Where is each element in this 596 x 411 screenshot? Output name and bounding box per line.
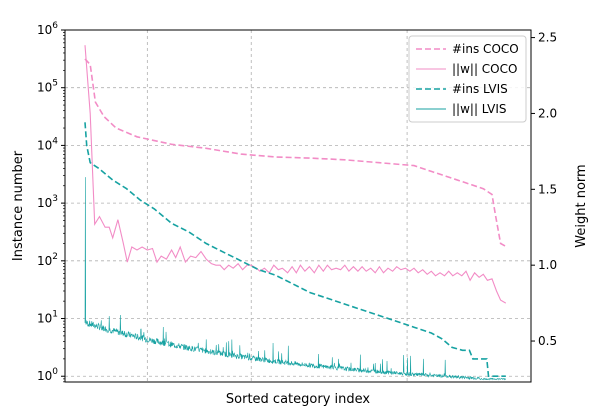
- right-tick-label: 1.5: [538, 182, 557, 196]
- legend-box: [408, 35, 527, 123]
- left-axis-ticks: 100 101 102 103 104 105 106: [37, 21, 65, 383]
- legend-label: ||w|| LVIS: [452, 102, 507, 116]
- right-axis-label: Weight norm: [574, 164, 589, 247]
- left-tick-label: 106: [37, 21, 58, 37]
- left-tick-label: 101: [37, 310, 58, 326]
- x-axis-label: Sorted category index: [226, 392, 370, 407]
- legend-label: ||w|| COCO: [452, 62, 517, 76]
- gridlines: [65, 29, 531, 382]
- left-tick-label: 103: [37, 194, 58, 210]
- right-tick-label: 2.0: [538, 106, 557, 120]
- series-line-noisy: [84, 177, 507, 381]
- series-line: [84, 45, 507, 304]
- left-tick-label: 104: [37, 136, 58, 152]
- left-tick-label: 100: [37, 367, 58, 383]
- series-group: [84, 45, 507, 381]
- right-tick-label: 2.5: [538, 31, 557, 45]
- left-axis-label: Instance number: [11, 150, 26, 261]
- right-tick-label: 0.5: [538, 334, 557, 348]
- left-tick-label: 102: [37, 252, 58, 268]
- legend-label: #ins LVIS: [452, 82, 508, 96]
- legend-label: #ins COCO: [452, 42, 519, 56]
- left-tick-label: 105: [37, 79, 58, 95]
- series-line: [84, 58, 507, 248]
- legend: #ins COCO ||w|| COCO #ins LVIS ||w|| LVIS: [408, 35, 527, 123]
- series-line: [84, 122, 506, 377]
- right-axis-ticks: 0.5 1.0 1.5 2.0 2.5: [531, 31, 557, 348]
- right-tick-label: 1.0: [538, 258, 557, 272]
